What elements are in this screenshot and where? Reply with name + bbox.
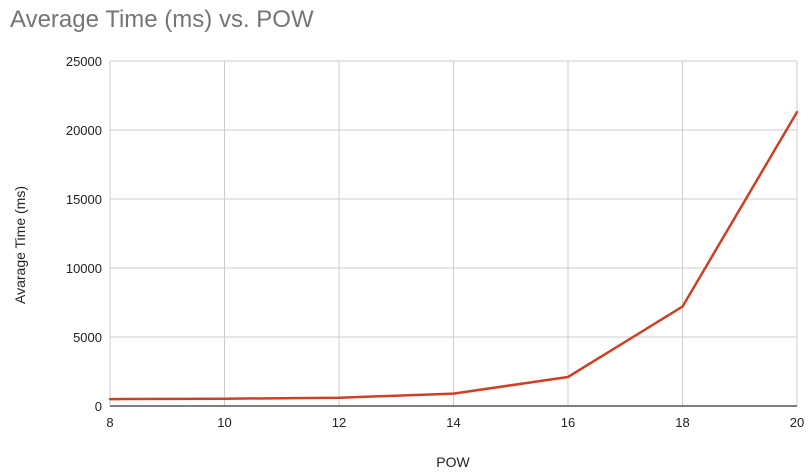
y-tick-label: 10000	[66, 261, 102, 276]
y-tick-label: 0	[95, 399, 102, 414]
x-tick-labels: 8 10 12 14 16 18 20	[106, 415, 804, 430]
y-tick-label: 15000	[66, 192, 102, 207]
y-tick-label: 5000	[73, 330, 102, 345]
chart-title: Average Time (ms) vs. POW	[10, 6, 314, 33]
x-tick-label: 8	[106, 415, 113, 430]
x-tick-label: 20	[790, 415, 804, 430]
y-axis-label: Avarage Time (ms)	[12, 186, 28, 304]
x-tick-label: 12	[332, 415, 346, 430]
grid-lines	[109, 60, 798, 406]
y-tick-labels: 0 5000 10000 15000 20000 25000	[66, 54, 102, 414]
x-tick-label: 10	[217, 415, 231, 430]
x-tick-label: 18	[675, 415, 689, 430]
series-group	[108, 110, 799, 401]
y-tick-label: 25000	[66, 54, 102, 69]
x-axis-label: POW	[436, 454, 470, 470]
x-tick-label: 14	[446, 415, 460, 430]
x-tick-label: 16	[561, 415, 575, 430]
y-tick-label: 20000	[66, 123, 102, 138]
